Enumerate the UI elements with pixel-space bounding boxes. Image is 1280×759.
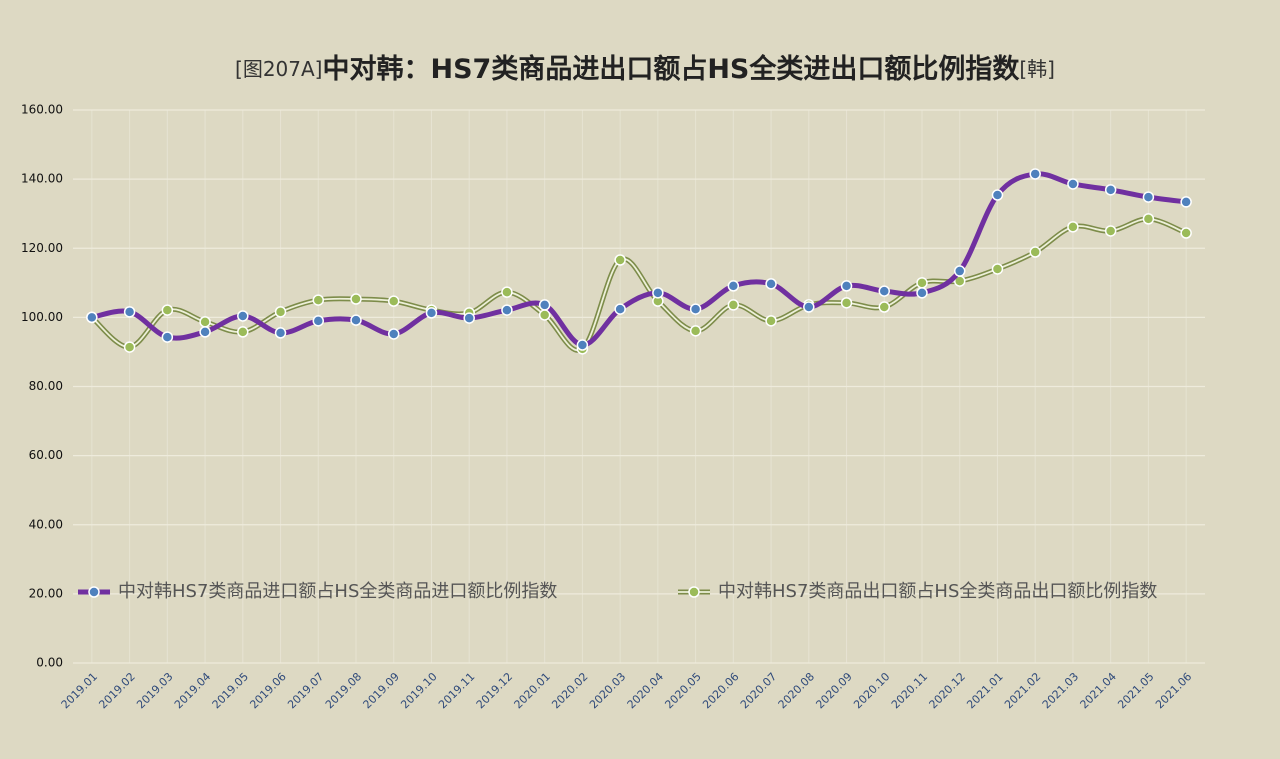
point [199, 326, 211, 338]
point [1180, 196, 1192, 208]
point [803, 301, 815, 313]
point [878, 285, 891, 297]
title-suffix: [韩] [1019, 57, 1055, 81]
point [1029, 168, 1041, 180]
legend-marker [88, 586, 100, 598]
point [689, 325, 702, 337]
point [916, 277, 928, 289]
point [387, 295, 400, 307]
point [1104, 184, 1117, 196]
point [312, 315, 325, 327]
point [161, 304, 174, 316]
point [840, 297, 853, 309]
point [576, 339, 589, 351]
point [614, 254, 626, 266]
y-tick-label: 140.00 [21, 172, 63, 186]
point [765, 315, 777, 327]
point [614, 303, 626, 315]
point [199, 316, 211, 328]
point [727, 280, 740, 292]
y-tick-label: 20.00 [29, 586, 63, 600]
point [1029, 246, 1041, 258]
point [274, 306, 287, 318]
title-main: 中对韩：HS7类商品进出口额占HS全类进出口额比例指数 [322, 53, 1020, 85]
point [840, 280, 853, 292]
point [161, 331, 174, 343]
point [991, 189, 1004, 201]
point [1067, 178, 1079, 190]
point [350, 293, 362, 305]
y-tick-label: 80.00 [29, 379, 63, 393]
y-tick-label: 120.00 [21, 241, 63, 255]
point [538, 299, 551, 311]
legend-label: 中对韩HS7类商品出口额占HS全类商品出口额比例指数 [718, 581, 1157, 602]
point [1142, 191, 1155, 203]
point [953, 265, 966, 277]
point [123, 306, 136, 318]
point [425, 307, 438, 319]
point [237, 310, 249, 322]
point [652, 287, 664, 299]
title-prefix: [图207A] [235, 57, 322, 81]
point [1067, 221, 1079, 233]
point [501, 304, 513, 316]
point [387, 328, 400, 340]
point [765, 278, 777, 290]
point [1142, 213, 1155, 225]
point [727, 299, 740, 311]
point [878, 301, 891, 313]
legend-marker [688, 586, 700, 598]
y-tick-label: 160.00 [21, 103, 63, 117]
y-tick-label: 40.00 [29, 517, 63, 531]
point [123, 341, 136, 353]
point [501, 286, 513, 298]
point [1104, 225, 1117, 237]
point [312, 294, 325, 306]
chart-title: [图207A]中对韩：HS7类商品进出口额占HS全类进出口额比例指数[韩] [235, 53, 1055, 85]
point [991, 263, 1004, 275]
point [1180, 227, 1192, 239]
point [689, 303, 702, 315]
y-tick-label: 0.00 [36, 656, 63, 670]
point [350, 314, 362, 326]
point [237, 326, 249, 338]
y-tick-label: 60.00 [29, 448, 63, 462]
legend-label: 中对韩HS7类商品进口额占HS全类商品进口额比例指数 [118, 581, 557, 602]
y-tick-label: 100.00 [21, 310, 63, 324]
point [463, 312, 475, 324]
point [538, 309, 551, 321]
point [916, 287, 928, 299]
point [274, 327, 287, 339]
point [86, 311, 98, 324]
